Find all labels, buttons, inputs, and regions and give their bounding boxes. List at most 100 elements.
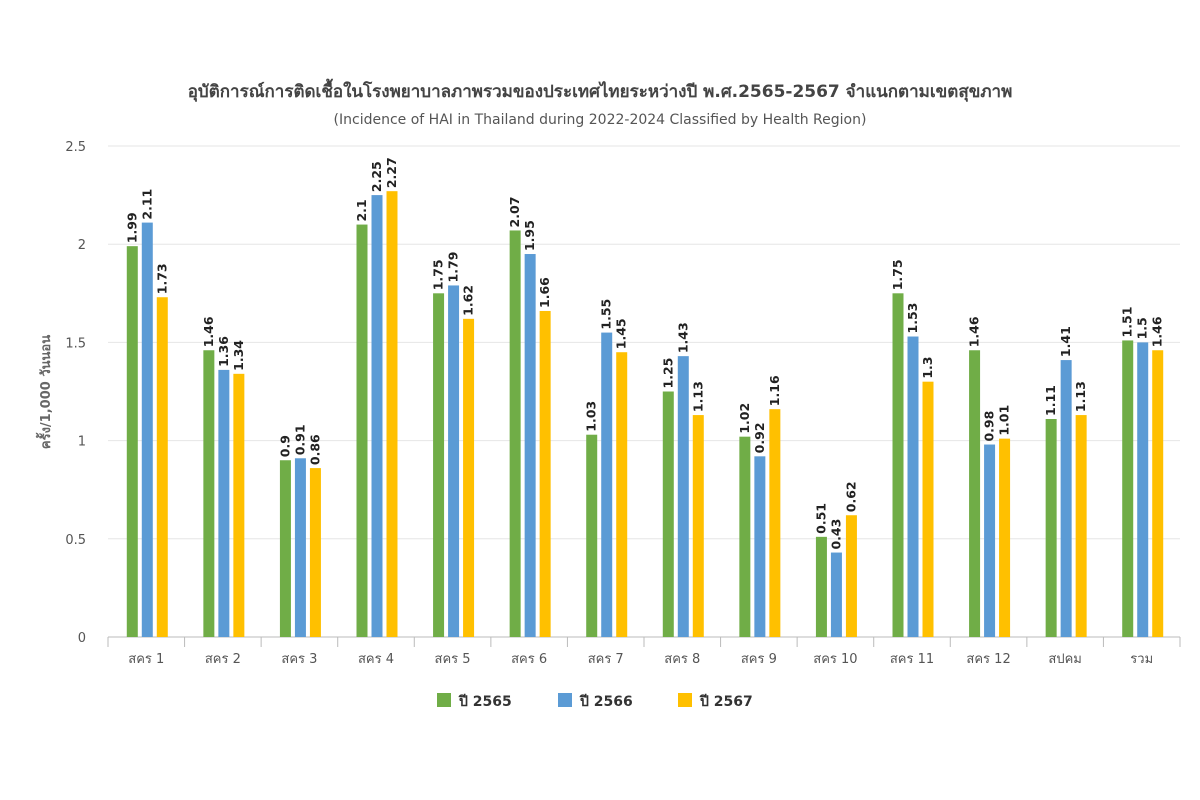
legend-swatch: [558, 693, 572, 707]
data-label: 0.62: [843, 481, 858, 512]
bar: [294, 458, 306, 637]
legend-label: ปี 2566: [579, 694, 633, 710]
x-tick-label: สคร 8: [664, 652, 700, 667]
bar: [386, 191, 398, 637]
data-label: 1.43: [675, 322, 690, 353]
bar: [371, 195, 383, 637]
data-label: 1.73: [154, 263, 169, 294]
data-label: 1.5: [1135, 317, 1150, 339]
bar: [356, 224, 368, 637]
bar: [1045, 418, 1057, 637]
bar: [586, 434, 598, 637]
data-label: 0.51: [813, 503, 828, 534]
data-label: 2.1: [354, 199, 369, 221]
bar: [754, 456, 766, 637]
x-tick-label: สคร 7: [588, 652, 624, 667]
data-label: 1.25: [660, 358, 675, 389]
bar: [1122, 340, 1134, 637]
data-label: 1.99: [124, 212, 139, 243]
bar: [999, 438, 1011, 637]
data-label: 1.16: [767, 375, 782, 406]
chart-subtitle: (Incidence of HAI in Thailand during 202…: [334, 112, 867, 128]
data-label: 2.07: [507, 197, 522, 228]
x-tick-label: สคร 5: [435, 652, 471, 667]
bar: [156, 297, 168, 637]
bar: [279, 460, 291, 637]
bar: [662, 391, 674, 637]
bar: [815, 536, 827, 637]
bar: [677, 356, 689, 637]
y-tick-label: 2: [78, 238, 86, 253]
x-tick-label: สคร 11: [890, 652, 934, 667]
data-label: 0.91: [292, 424, 307, 455]
data-label: 1.51: [1120, 307, 1135, 338]
data-label: 1.79: [446, 252, 461, 283]
bar: [969, 350, 981, 637]
bar: [692, 415, 704, 637]
bar: [616, 352, 628, 637]
bar: [922, 381, 934, 637]
x-tick-label: สคร 3: [281, 652, 317, 667]
x-tick-label: สคร 1: [128, 652, 164, 667]
data-label: 1.01: [997, 405, 1012, 436]
y-tick-label: 1.5: [65, 336, 86, 351]
x-tick-label: รวม: [1130, 652, 1153, 667]
legend-swatch: [437, 693, 451, 707]
bar: [539, 310, 551, 637]
data-label: 2.11: [139, 189, 154, 220]
data-label: 1.95: [522, 220, 537, 251]
bar: [769, 409, 781, 637]
legend-label: ปี 2565: [458, 694, 512, 710]
y-axis-label: ครั้ง/1,000 วันนอน: [35, 335, 54, 449]
data-label: 1.03: [584, 401, 599, 432]
data-label: 0.86: [307, 434, 322, 465]
bar: [845, 515, 857, 637]
bar: [984, 444, 996, 637]
data-label: 0.92: [752, 422, 767, 453]
data-label: 1.46: [201, 316, 216, 347]
data-label: 1.36: [216, 336, 231, 367]
bar: [463, 318, 475, 637]
data-label: 0.98: [982, 411, 997, 442]
bar: [892, 293, 904, 637]
x-tick-label: สคร 10: [813, 652, 857, 667]
x-tick-label: สคร 4: [358, 652, 394, 667]
bar: [509, 230, 521, 637]
data-label: 2.25: [369, 161, 384, 192]
data-label: 2.27: [384, 157, 399, 188]
bar: [433, 293, 445, 637]
data-label: 1.34: [231, 340, 246, 371]
bar: [601, 332, 613, 637]
x-tick-label: สคร 12: [966, 652, 1010, 667]
data-label: 1.45: [614, 318, 629, 349]
data-label: 1.41: [1058, 326, 1073, 357]
data-label: 1.55: [599, 299, 614, 330]
bar: [907, 336, 919, 637]
y-tick-label: 0.5: [65, 533, 86, 548]
bar: [448, 285, 460, 637]
data-label: 1.13: [1073, 381, 1088, 412]
bar: [739, 436, 751, 637]
chart-title: อุบัติการณ์การติดเชื้อในโรงพยาบาลภาพรวมข…: [188, 78, 1013, 102]
data-label: 1.46: [1150, 316, 1165, 347]
data-label: 0.9: [277, 435, 292, 457]
data-label: 0.43: [828, 519, 843, 550]
bar: [1152, 350, 1164, 637]
x-tick-label: สคร 9: [741, 652, 777, 667]
bar: [233, 373, 245, 637]
legend-label: ปี 2567: [699, 694, 753, 710]
bar: [830, 552, 842, 637]
bar: [203, 350, 215, 637]
data-label: 1.75: [890, 259, 905, 290]
bar: [141, 222, 153, 637]
y-tick-label: 0: [78, 631, 86, 646]
data-label: 1.3: [920, 357, 935, 379]
data-label: 1.46: [967, 316, 982, 347]
bar: [126, 246, 138, 637]
data-label: 1.62: [461, 285, 476, 316]
x-tick-label: สคร 6: [511, 652, 547, 667]
x-tick-label: สปคม: [1048, 652, 1081, 667]
bar: [1075, 415, 1087, 637]
data-label: 1.53: [905, 303, 920, 334]
data-label: 1.13: [690, 381, 705, 412]
